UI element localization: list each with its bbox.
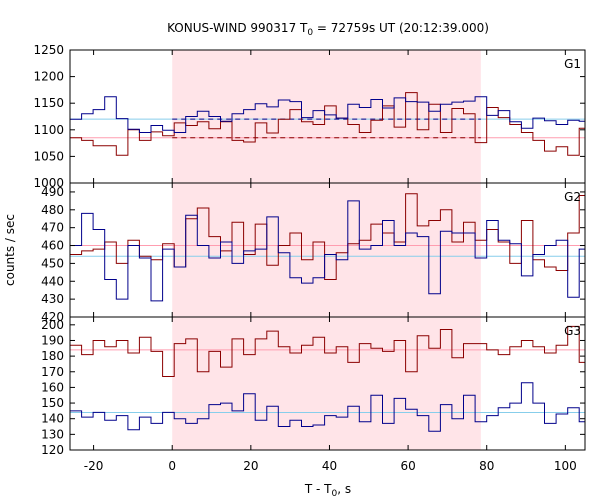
y-tick-label: 170 [41,365,64,379]
x-tick-label: -20 [84,459,104,473]
y-tick-label: 160 [41,380,64,394]
x-tick-label: 20 [243,459,258,473]
y-tick-label: 490 [41,185,64,199]
y-tick-label: 1100 [33,123,64,137]
x-tick-label: 40 [322,459,337,473]
x-tick-label: 80 [479,459,494,473]
y-tick-label: 190 [41,333,64,347]
y-tick-label: 440 [41,274,64,288]
x-tick-label: 60 [400,459,415,473]
y-axis-label: counts / sec [3,214,17,286]
y-tick-label: 130 [41,427,64,441]
y-tick-label: 120 [41,443,64,457]
shaded-interval [172,50,481,183]
series-blue-step [70,382,585,432]
x-tick-labels: -20 0 20 40 60 80 100 [84,459,577,473]
panel-label: G1 [564,57,581,71]
series-blue-step [70,96,585,133]
y-tick-label: 1000 [33,176,64,190]
chart-title: KONUS-WIND 990317 T0 = 72759s UT (20:12:… [167,21,489,38]
panel-label: G2 [564,190,581,204]
panel-frame [69,316,586,451]
y-tick-label: 1150 [33,96,64,110]
y-tick-label: 460 [41,239,64,253]
shaded-interval [172,317,481,450]
series-red-step [70,325,585,377]
x-axis-label: T - T0, s [304,482,351,499]
y-tick-label: 430 [41,292,64,306]
panel-label: G3 [564,324,581,338]
series-red-step [70,92,585,156]
x-tick-label: 100 [554,459,577,473]
y-tick-label: 200 [41,318,64,332]
series-blue-step [70,200,585,302]
y-tick-label: 1050 [33,149,64,163]
y-tick-label: 420 [41,310,64,324]
y-tick-label: 180 [41,349,64,363]
y-tick-label: 450 [41,256,64,270]
y-tick-label: 1200 [33,70,64,84]
y-tick-label: 150 [41,396,64,410]
panel-g2: 420 430 440 450 460 470 480 490 G2 [41,182,586,324]
y-tick-label: 140 [41,412,64,426]
panels-group: 1000 1050 1100 1150 1200 1250 G1 420 430 440 450 46… [33,43,586,457]
y-tick-label: 480 [41,203,64,217]
panel-g1: 1000 1050 1100 1150 1200 1250 G1 [33,43,586,190]
y-tick-label: 470 [41,221,64,235]
shaded-interval [172,183,481,317]
x-tick-label: 0 [168,459,176,473]
y-tick-label: 1250 [33,43,64,57]
